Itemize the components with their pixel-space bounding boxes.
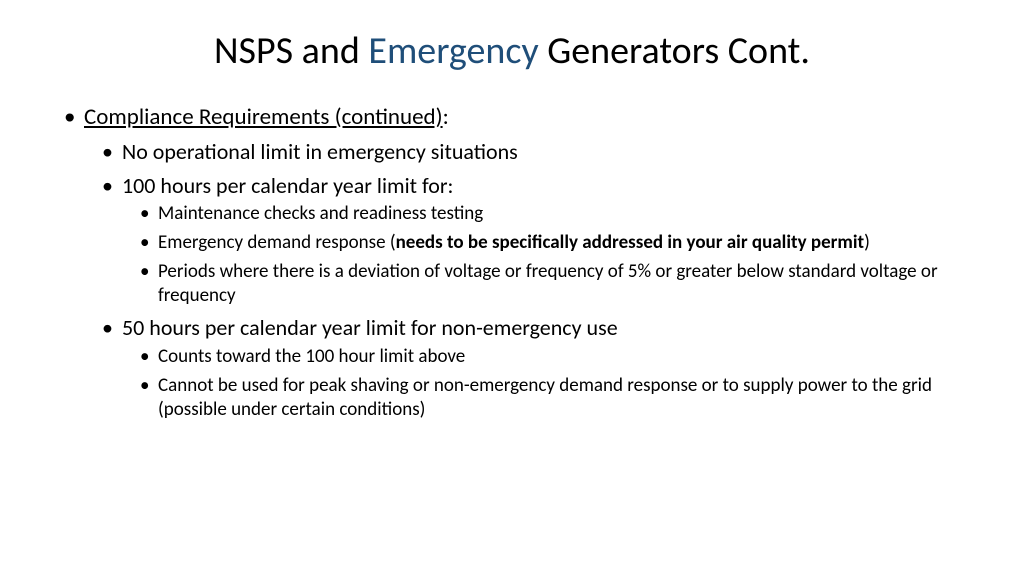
title-accent: Emergency bbox=[368, 28, 538, 74]
l3-item-b3: Periods where there is a deviation of vo… bbox=[136, 260, 964, 309]
l2-item-b: 100 hours per calendar year limit for: M… bbox=[98, 171, 964, 309]
l1-colon: : bbox=[443, 103, 449, 131]
l1-heading: Compliance Requirements (continued) bbox=[84, 103, 443, 131]
l3-list-b: Maintenance checks and readiness testing… bbox=[122, 202, 964, 309]
bullet-list: Compliance Requirements (continued): No … bbox=[60, 102, 964, 423]
l1-item: Compliance Requirements (continued): No … bbox=[60, 102, 964, 423]
slide: NSPS and Emergency Generators Cont. Comp… bbox=[0, 0, 1024, 576]
l3-b2-post: ) bbox=[864, 231, 870, 254]
l3-c2-text: Cannot be used for peak shaving or non-e… bbox=[158, 374, 932, 422]
title-part1: NSPS and bbox=[214, 28, 368, 74]
l3-b2-pre: Emergency demand response ( bbox=[158, 231, 396, 254]
l2-item-c: 50 hours per calendar year limit for non… bbox=[98, 313, 964, 423]
l3-item-b2: Emergency demand response (needs to be s… bbox=[136, 231, 964, 256]
l2-b-text: 100 hours per calendar year limit for: bbox=[122, 172, 453, 199]
l2-list: No operational limit in emergency situat… bbox=[84, 137, 964, 423]
slide-title: NSPS and Emergency Generators Cont. bbox=[60, 28, 964, 74]
l3-item-c1: Counts toward the 100 hour limit above bbox=[136, 345, 964, 370]
title-part2: Generators Cont. bbox=[539, 28, 810, 74]
l3-item-b1: Maintenance checks and readiness testing bbox=[136, 202, 964, 227]
l3-b2-bold: needs to be specifically addressed in yo… bbox=[396, 231, 865, 254]
l3-b1-text: Maintenance checks and readiness testing bbox=[158, 202, 483, 225]
l2-c-text: 50 hours per calendar year limit for non… bbox=[122, 314, 618, 341]
l2-item-a: No operational limit in emergency situat… bbox=[98, 137, 964, 167]
l3-c1-text: Counts toward the 100 hour limit above bbox=[158, 345, 465, 368]
l2-a-text: No operational limit in emergency situat… bbox=[122, 138, 518, 165]
l3-b3-text: Periods where there is a deviation of vo… bbox=[158, 260, 938, 308]
l3-item-c2: Cannot be used for peak shaving or non-e… bbox=[136, 374, 964, 423]
l3-list-c: Counts toward the 100 hour limit above C… bbox=[122, 345, 964, 423]
